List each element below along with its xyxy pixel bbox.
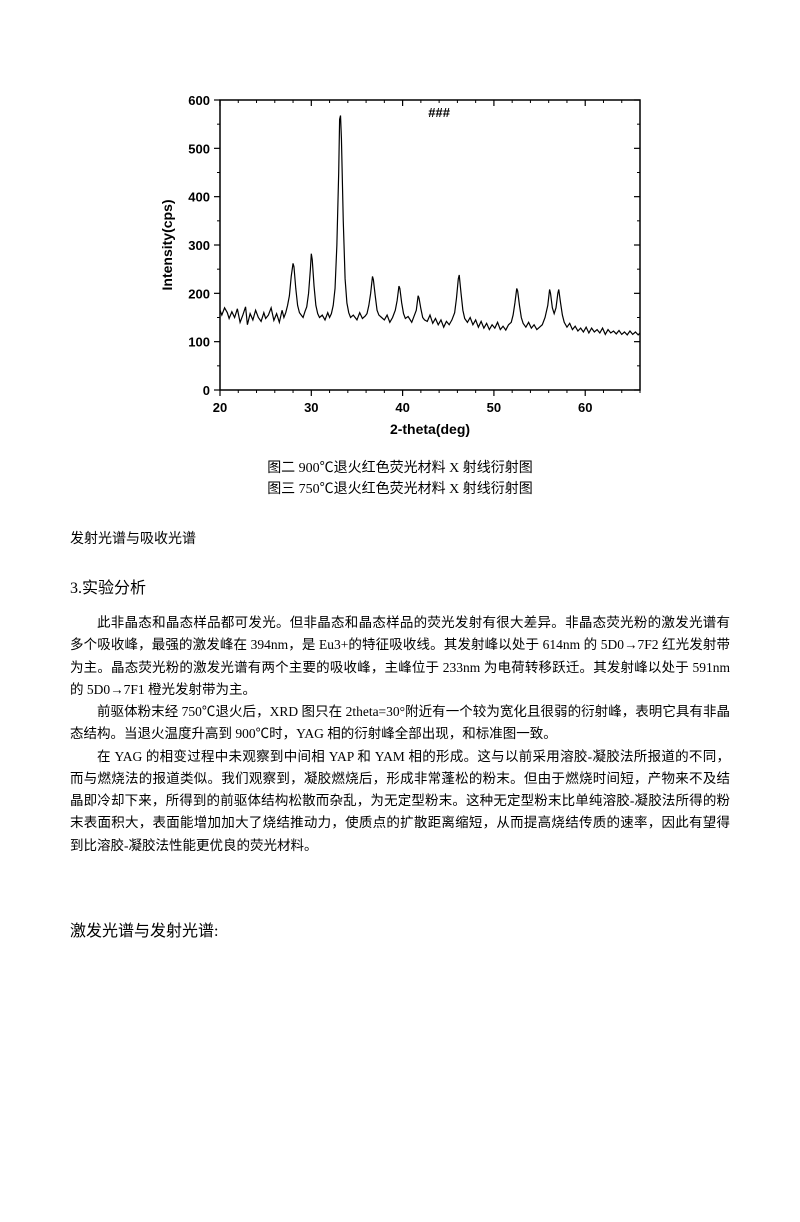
svg-text:0: 0 (203, 383, 210, 398)
heading-spectra: 激发光谱与发射光谱: (70, 917, 730, 941)
xrd-chart: 0 100 200 300 400 500 600 20 30 40 50 60 2-theta(deg… (150, 90, 650, 450)
section-label-spectra: 发射光谱与吸收光谱 (70, 528, 730, 548)
svg-text:500: 500 (188, 141, 210, 156)
svg-text:Intensity(cps): Intensity(cps) (159, 199, 175, 290)
heading-analysis: 3.实验分析 (70, 574, 730, 598)
svg-text:60: 60 (578, 400, 592, 415)
svg-text:400: 400 (188, 190, 210, 205)
caption-fig3: 图三 750℃退火红色荧光材料 X 射线衍射图 (70, 479, 730, 500)
svg-text:20: 20 (213, 400, 227, 415)
svg-text:200: 200 (188, 286, 210, 301)
chart-svg: 0 100 200 300 400 500 600 20 30 40 50 60 2-theta(deg… (150, 90, 650, 450)
paragraph-2: 前驱体粉末经 750℃退火后，XRD 图只在 2theta=30°附近有一个较为… (70, 701, 730, 746)
paragraph-3: 在 YAG 的相变过程中未观察到中间相 YAP 和 YAM 相的形成。这与以前采… (70, 746, 730, 857)
paragraph-1: 此非晶态和晶态样品都可发光。但非晶态和晶态样品的荧光发射有很大差异。非晶态荧光粉… (70, 612, 730, 701)
svg-text:50: 50 (487, 400, 501, 415)
svg-text:30: 30 (304, 400, 318, 415)
svg-text:100: 100 (188, 335, 210, 350)
svg-text:2-theta(deg): 2-theta(deg) (390, 421, 470, 437)
svg-text:300: 300 (188, 238, 210, 253)
svg-text:###: ### (428, 105, 450, 120)
svg-text:600: 600 (188, 93, 210, 108)
svg-text:40: 40 (395, 400, 409, 415)
figure-captions: 图二 900℃退火红色荧光材料 X 射线衍射图 图三 750℃退火红色荧光材料 … (70, 458, 730, 500)
analysis-paragraphs: 此非晶态和晶态样品都可发光。但非晶态和晶态样品的荧光发射有很大差异。非晶态荧光粉… (70, 612, 730, 857)
caption-fig2: 图二 900℃退火红色荧光材料 X 射线衍射图 (70, 458, 730, 479)
